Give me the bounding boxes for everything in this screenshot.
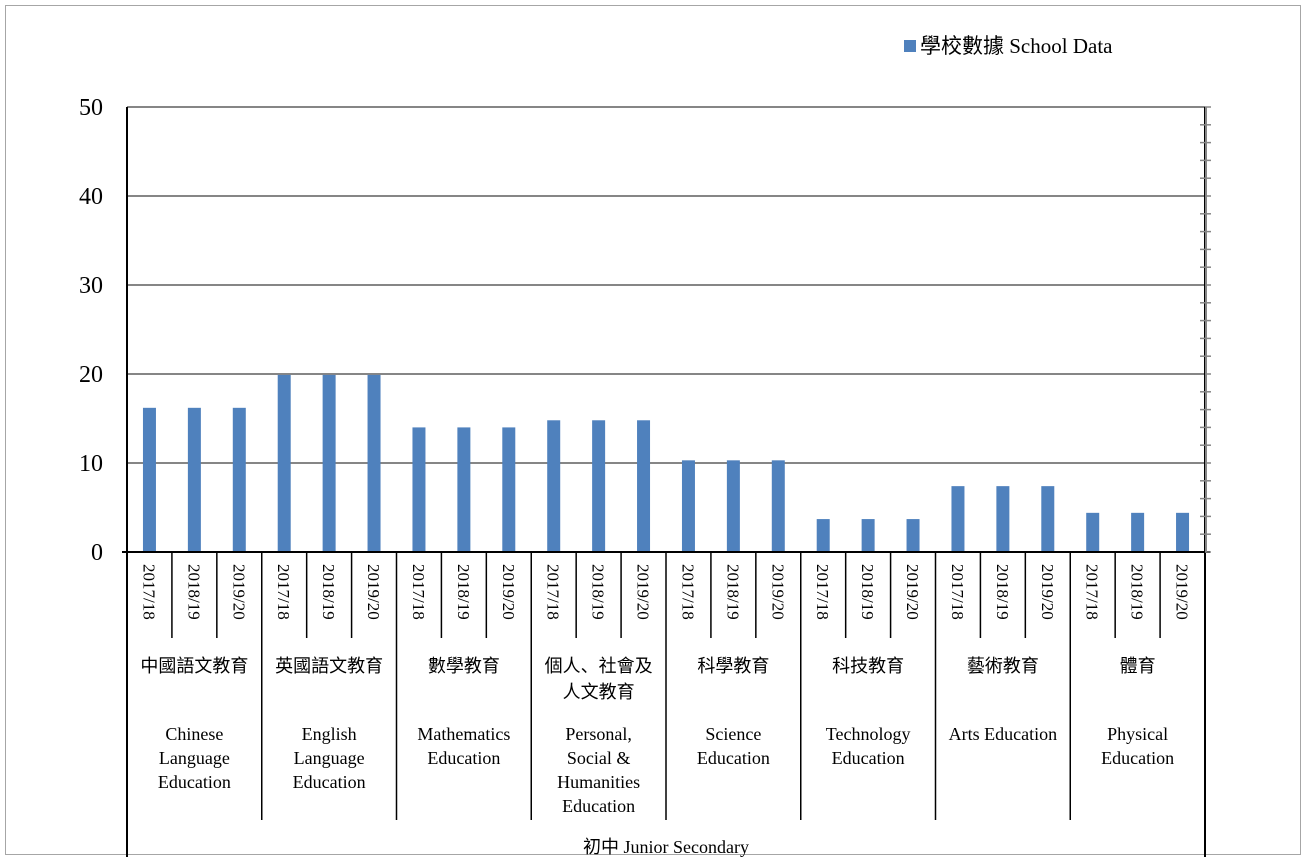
bar [1041, 486, 1055, 552]
group-label-zh: 中國語文教育 [140, 656, 248, 676]
bar [592, 420, 606, 552]
x-year-label: 2017/18 [139, 564, 158, 620]
bar [816, 519, 830, 552]
group-label-zh: 個人、社會及 [545, 656, 653, 676]
group-label-en: Science [705, 724, 761, 744]
x-year-label: 2018/19 [454, 564, 473, 620]
group-label-zh: 英國語文教育 [275, 656, 383, 676]
y-tick-label: 20 [79, 362, 103, 388]
group-label-en: Personal, [565, 724, 632, 744]
x-year-label: 2019/20 [1038, 564, 1057, 620]
x-year-label: 2019/20 [1173, 564, 1192, 620]
group-label-en: Technology [826, 724, 911, 744]
x-year-label: 2017/18 [1083, 564, 1102, 620]
group-label-zh: 科學教育 [697, 656, 769, 676]
bar [367, 374, 381, 552]
y-tick-label: 10 [79, 451, 103, 477]
group-label-en: Education [832, 748, 905, 768]
group-label-en: English [302, 724, 357, 744]
group-label-en: Education [1101, 748, 1174, 768]
group-label-en: Social & [567, 748, 631, 768]
group-label-en: Arts Education [949, 724, 1057, 744]
bar [1131, 512, 1145, 552]
bar [726, 460, 740, 552]
bar-series [142, 374, 1190, 552]
group-label-en: Physical [1107, 724, 1168, 744]
x-year-label: 2018/19 [184, 564, 203, 620]
group-label-en: Mathematics [417, 724, 510, 744]
group-label-en: Language [294, 748, 365, 768]
y-tick-label: 0 [91, 540, 103, 566]
x-year-label: 2018/19 [589, 564, 608, 620]
bar [951, 486, 965, 552]
gridlines [127, 106, 1205, 464]
group-label-en: Language [159, 748, 230, 768]
level-label: 初中 Junior Secondary [583, 837, 749, 857]
axes [122, 106, 1211, 857]
y-tick-label: 30 [79, 273, 103, 299]
x-axis-category-labels: 2017/18 2018/19 2019/20 中國語文教育 Chinese Langua… [139, 564, 1191, 857]
group-label-en: Education [562, 796, 635, 816]
bar [1176, 512, 1190, 552]
bar [681, 460, 695, 552]
x-year-label: 2019/20 [903, 564, 922, 620]
group-label-en: Chinese [165, 724, 223, 744]
bar [232, 407, 246, 552]
chart-frame [5, 5, 1301, 855]
y-tick-label: 40 [79, 184, 103, 210]
x-year-label: 2019/20 [499, 564, 518, 620]
bar [906, 519, 920, 552]
x-year-label: 2019/20 [768, 564, 787, 620]
group-label-en: Education [293, 772, 366, 792]
x-year-label: 2018/19 [858, 564, 877, 620]
x-year-label: 2019/20 [634, 564, 653, 620]
x-year-label: 2018/19 [723, 564, 742, 620]
x-year-label: 2017/18 [544, 564, 563, 620]
bar [142, 407, 156, 552]
bar [502, 427, 516, 552]
x-year-label: 2017/18 [274, 564, 293, 620]
group-label-zh: 人文教育 [563, 682, 635, 702]
legend-label: 學校數據 School Data [920, 34, 1113, 58]
group-label-zh: 科技教育 [832, 656, 904, 676]
group-label-en: Humanities [557, 772, 640, 792]
bar [996, 486, 1010, 552]
x-year-label: 2018/19 [1128, 564, 1147, 620]
group-label-en: Education [158, 772, 231, 792]
y-tick-label: 50 [79, 95, 103, 121]
x-year-label: 2018/19 [993, 564, 1012, 620]
bar [322, 374, 336, 552]
bar [637, 420, 651, 552]
bar [457, 427, 471, 552]
bar [412, 427, 426, 552]
group-label-zh: 數學教育 [428, 656, 500, 676]
bar [771, 460, 785, 552]
x-year-label: 2019/20 [364, 564, 383, 620]
x-year-label: 2017/18 [409, 564, 428, 620]
bar [1086, 512, 1100, 552]
legend-swatch [904, 40, 916, 52]
group-label-zh: 體育 [1120, 656, 1156, 676]
group-label-en: Education [697, 748, 770, 768]
legend: 學校數據 School Data [904, 34, 1113, 58]
x-year-label: 2017/18 [678, 564, 697, 620]
x-year-label: 2018/19 [319, 564, 338, 620]
y-axis-tick-labels: 0 10 20 30 40 50 [79, 95, 103, 566]
group-label-en: Education [427, 748, 500, 768]
x-year-label: 2017/18 [813, 564, 832, 620]
group-label-zh: 藝術教育 [967, 656, 1039, 676]
x-year-label: 2017/18 [948, 564, 967, 620]
bar [547, 420, 561, 552]
bar [277, 374, 291, 552]
bar [187, 407, 201, 552]
bar [861, 519, 875, 552]
x-year-label: 2019/20 [229, 564, 248, 620]
